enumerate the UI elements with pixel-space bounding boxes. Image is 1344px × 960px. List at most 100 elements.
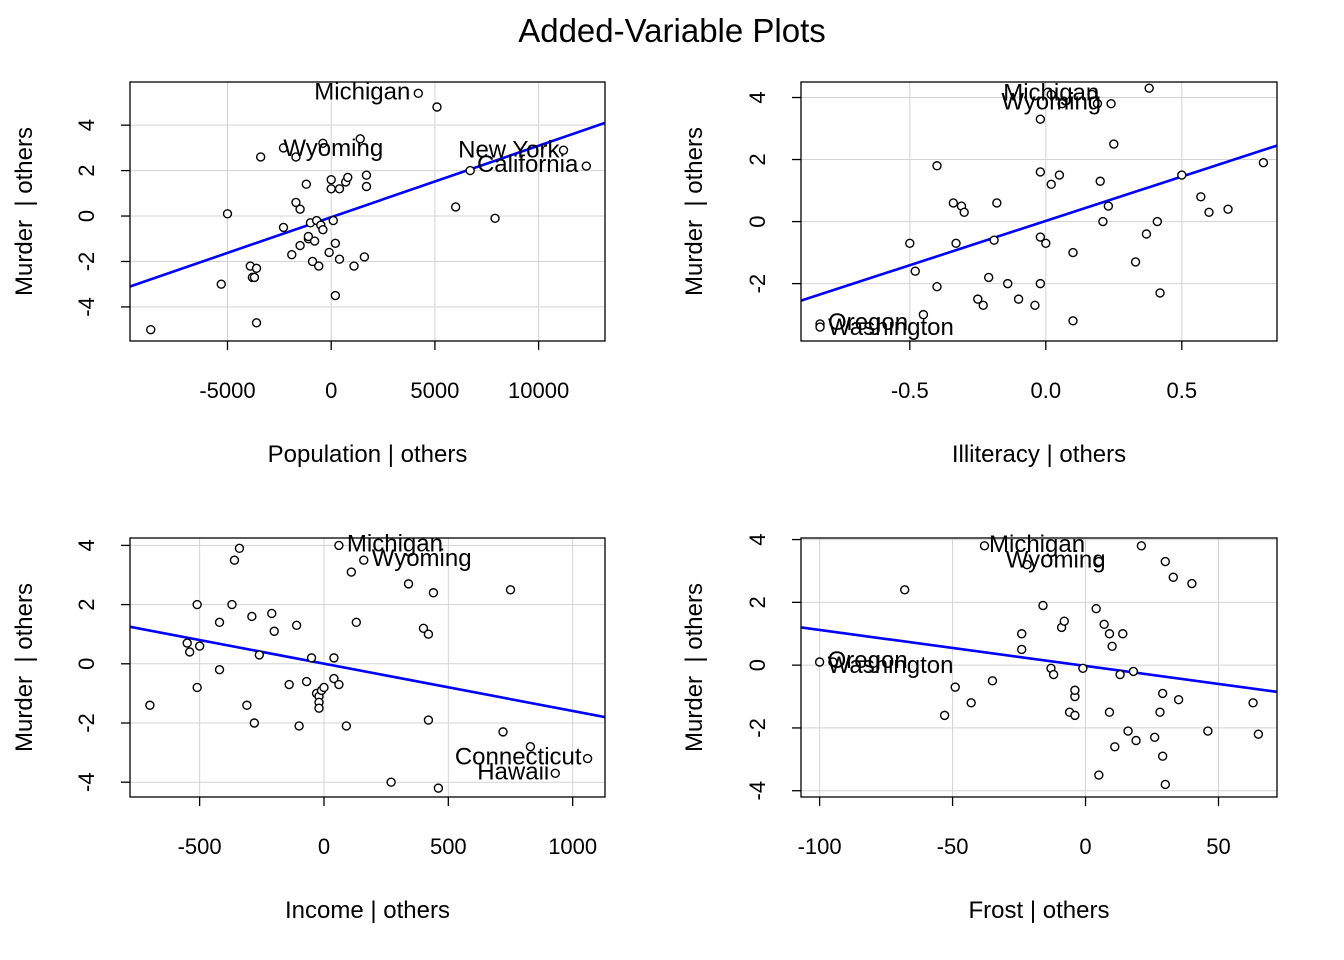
data-point	[550, 768, 560, 779]
data-point	[900, 585, 910, 595]
data-point	[346, 567, 357, 577]
y-tick-label: 0	[74, 658, 99, 670]
y-tick-label: -4	[74, 772, 99, 792]
data-point	[950, 682, 960, 692]
data-point	[319, 682, 329, 693]
data-point	[361, 181, 372, 192]
data-point	[828, 657, 838, 667]
data-point	[1196, 192, 1206, 202]
point-label: Connecticut	[455, 744, 582, 771]
data-point	[1107, 641, 1117, 652]
regression-line	[130, 625, 605, 719]
data-point	[1068, 316, 1078, 326]
data-point	[1177, 170, 1187, 180]
data-point	[242, 700, 252, 710]
data-point	[351, 617, 362, 628]
data-point	[329, 673, 339, 684]
data-point	[1091, 603, 1101, 614]
data-point	[966, 698, 976, 708]
data-point	[1104, 707, 1115, 717]
data-point	[1118, 629, 1128, 639]
y-axis-label: Murder | others	[11, 127, 38, 296]
x-tick-label: 500	[430, 834, 467, 859]
data-point	[1168, 572, 1178, 582]
x-tick-label: 10000	[508, 378, 569, 403]
data-point	[1035, 167, 1046, 177]
data-point	[1152, 216, 1163, 227]
data-point	[284, 679, 294, 690]
y-tick-label: 2	[74, 598, 99, 610]
y-tick-label: 0	[74, 210, 99, 222]
plot-frame	[129, 81, 606, 342]
data-point	[334, 184, 345, 194]
data-point	[423, 715, 434, 725]
data-point	[418, 623, 429, 633]
y-tick-label: 2	[745, 596, 770, 608]
data-point	[1098, 216, 1108, 227]
plot-frame	[800, 81, 1278, 342]
data-point	[291, 197, 301, 208]
data-point	[1258, 157, 1269, 168]
data-point	[1022, 559, 1032, 570]
data-point	[182, 638, 192, 648]
point-label: Hawaii	[477, 758, 549, 785]
point-label: Michigan	[1003, 79, 1099, 106]
y-axis-label: Murder | others	[681, 583, 708, 752]
data-point	[329, 653, 339, 663]
point-label: Oregon	[828, 309, 908, 336]
data-point	[307, 256, 318, 267]
data-point	[324, 247, 334, 258]
data-point	[229, 555, 240, 565]
data-point	[973, 294, 983, 304]
x-tick-label: 0	[318, 834, 330, 859]
data-point	[222, 209, 233, 219]
data-point	[1123, 726, 1133, 736]
data-point	[287, 249, 297, 260]
data-point	[989, 235, 999, 245]
plot-frame	[800, 537, 1278, 798]
point-label: Wyoming	[1001, 89, 1101, 116]
data-point	[1048, 669, 1059, 680]
data-point	[314, 703, 324, 713]
y-tick-label: 4	[745, 91, 770, 103]
point-label: Oregon	[828, 647, 908, 674]
data-point	[318, 138, 328, 149]
y-tick-label: -2	[745, 274, 770, 294]
data-point	[815, 322, 825, 332]
data-point	[254, 650, 265, 660]
data-point	[1223, 204, 1233, 214]
data-point	[1057, 99, 1067, 109]
x-tick-label: 1000	[548, 834, 597, 859]
data-point	[1173, 694, 1184, 705]
data-point	[326, 184, 336, 194]
data-point	[334, 254, 345, 264]
y-tick-label: -2	[74, 713, 99, 733]
data-point	[1068, 247, 1078, 258]
data-point	[1128, 666, 1139, 677]
data-point	[1155, 707, 1165, 717]
data-point	[1130, 257, 1141, 267]
data-point	[251, 263, 262, 273]
y-tick-label: 4	[74, 119, 99, 131]
point-label: Wyoming	[1006, 547, 1106, 574]
data-point	[355, 134, 365, 144]
data-point	[1203, 726, 1213, 736]
data-point	[932, 161, 942, 171]
data-point	[1003, 278, 1013, 289]
x-axis-label: Population | others	[268, 441, 468, 468]
point-label: Washington	[828, 314, 954, 341]
data-point	[939, 710, 950, 721]
data-point	[983, 272, 994, 283]
data-point	[194, 641, 205, 651]
data-point	[987, 676, 998, 686]
y-tick-label: 4	[745, 533, 770, 545]
data-point	[192, 682, 202, 693]
data-point	[306, 653, 317, 663]
data-point	[428, 588, 439, 598]
data-point	[301, 676, 312, 687]
data-point	[291, 620, 302, 631]
data-point	[303, 231, 314, 242]
